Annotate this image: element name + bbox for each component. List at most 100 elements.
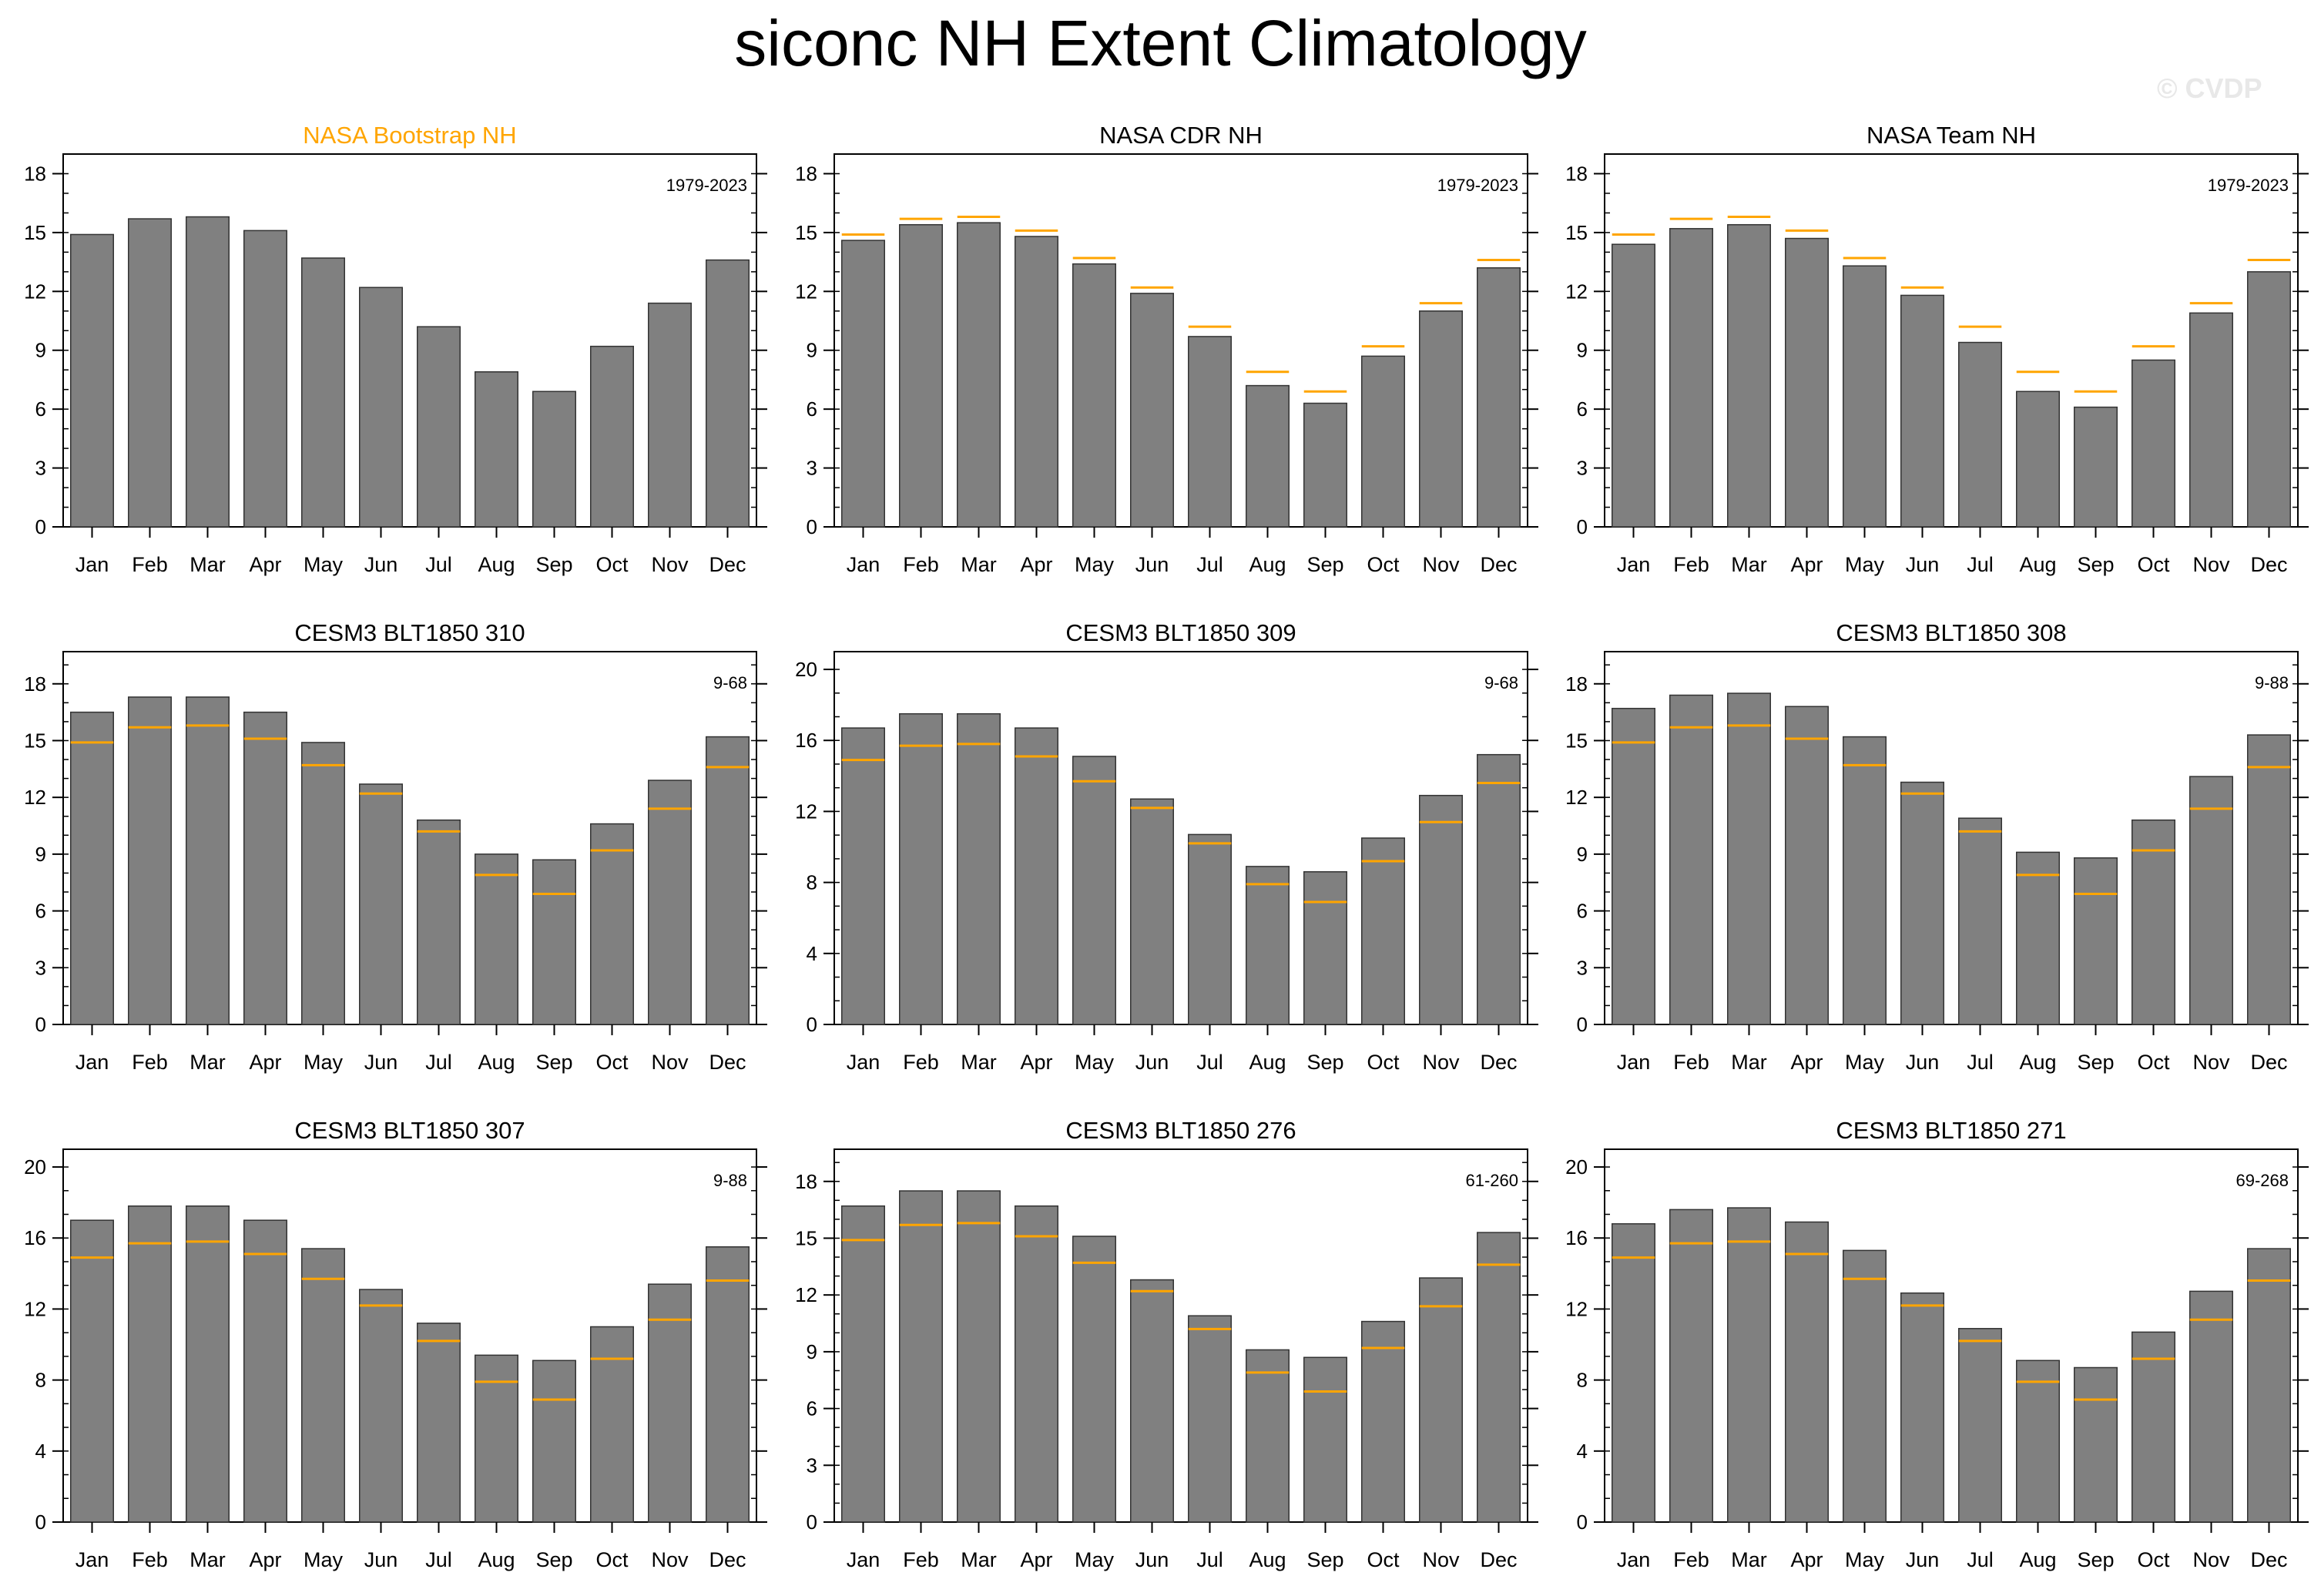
chart-panel: CESM3 BLT1850 307 9-88 0 4 8 12 16 20 Jan Feb Mar A…	[24, 1117, 767, 1571]
bar-dec	[2247, 734, 2291, 1025]
x-tick-label-sep: Sep	[535, 1051, 572, 1074]
bar-jun	[1900, 1292, 1944, 1523]
bar-feb	[899, 712, 943, 1025]
bar-jul	[417, 1323, 461, 1523]
x-tick-label-mar: Mar	[190, 553, 226, 576]
y-tick-label: 0	[1577, 1510, 1588, 1534]
period-label: 9-88	[2255, 673, 2289, 692]
y-tick-label: 12	[24, 786, 46, 809]
x-tick-label-jan: Jan	[847, 553, 880, 576]
x-tick-label-dec: Dec	[2250, 553, 2287, 576]
y-tick-label: 16	[24, 1226, 46, 1249]
plot-frame	[62, 153, 757, 528]
x-tick-label-nov: Nov	[2192, 553, 2230, 576]
y-tick-label: 12	[1565, 1297, 1588, 1320]
x-tick-label-jun: Jun	[364, 1051, 398, 1074]
bar-apr	[1785, 237, 1829, 528]
x-tick-label-jan: Jan	[847, 1548, 880, 1571]
bar-dec	[1477, 753, 1521, 1025]
x-tick-label-apr: Apr	[1020, 553, 1052, 576]
x-tick-label-dec: Dec	[709, 1548, 746, 1571]
y-tick-label: 3	[35, 457, 46, 480]
chart-title: NASA Team NH	[1867, 122, 2036, 149]
x-tick-label-jul: Jul	[1196, 553, 1223, 576]
y-tick-label: 18	[795, 162, 817, 185]
y-tick-label: 12	[1565, 280, 1588, 303]
chart-title: NASA Bootstrap NH	[303, 122, 516, 149]
bar-dec	[1477, 267, 1521, 528]
y-tick-label: 8	[1577, 1369, 1588, 1392]
bar-sep	[532, 859, 576, 1025]
bar-mar	[957, 222, 1001, 528]
bar-sep	[532, 1360, 576, 1523]
bar-apr	[243, 711, 287, 1025]
bar-sep	[2074, 857, 2118, 1025]
x-tick-label-jul: Jul	[425, 1051, 452, 1074]
chart-panel: NASA CDR NH 1979-2023 0 3 6 9 12 15 18 Jan Feb Mar A…	[795, 122, 1538, 576]
chart-title: CESM3 BLT1850 307	[294, 1117, 525, 1144]
x-tick-label-may: May	[1075, 553, 1115, 576]
y-tick-label: 20	[24, 1155, 46, 1179]
bar-feb	[899, 223, 943, 528]
bar-oct	[590, 823, 634, 1025]
x-tick-label-jul: Jul	[1196, 1548, 1223, 1571]
x-tick-label-jul: Jul	[425, 1548, 452, 1571]
bar-dec	[2247, 271, 2291, 528]
y-tick-label: 4	[35, 1440, 46, 1463]
bar-oct	[590, 1326, 634, 1523]
y-tick-label: 6	[807, 1397, 817, 1420]
x-tick-label-apr: Apr	[1790, 1548, 1823, 1571]
bar-mar	[186, 216, 230, 528]
bar-may	[1843, 736, 1887, 1025]
bar-jan	[1612, 1223, 1655, 1523]
bar-jul	[1188, 336, 1232, 528]
y-tick-label: 12	[795, 800, 817, 823]
x-tick-label-sep: Sep	[2077, 553, 2114, 576]
x-tick-label-feb: Feb	[1673, 553, 1709, 576]
bar-feb	[1669, 228, 1713, 528]
bar-jun	[1130, 798, 1174, 1025]
chart-title: NASA CDR NH	[1099, 122, 1263, 149]
x-tick-label-dec: Dec	[1480, 553, 1517, 576]
x-tick-label-oct: Oct	[1367, 1051, 1400, 1074]
x-tick-label-feb: Feb	[903, 1548, 939, 1571]
bar-oct	[590, 345, 634, 528]
bar-oct	[2131, 1331, 2175, 1523]
bar-jan	[841, 1205, 885, 1523]
bar-feb	[1669, 694, 1713, 1025]
bar-jun	[1900, 781, 1944, 1025]
period-label: 1979-2023	[2208, 176, 2289, 195]
y-tick-label: 9	[35, 843, 46, 866]
x-tick-label-apr: Apr	[249, 1051, 281, 1074]
x-tick-label-apr: Apr	[1790, 1051, 1823, 1074]
bar-aug	[475, 853, 518, 1025]
x-tick-label-mar: Mar	[961, 1548, 997, 1571]
x-tick-label-oct: Oct	[1367, 1548, 1400, 1571]
y-tick-label: 18	[795, 1170, 817, 1193]
chart-panel: CESM3 BLT1850 308 9-88 0 3 6 9 12 15 18 Jan Feb Mar…	[1565, 619, 2309, 1074]
y-tick-label: 9	[807, 339, 817, 362]
y-tick-label: 16	[1565, 1226, 1588, 1249]
y-tick-label: 18	[24, 162, 46, 185]
bar-aug	[2016, 851, 2060, 1025]
x-tick-label-feb: Feb	[1673, 1051, 1709, 1074]
y-tick-label: 12	[24, 280, 46, 303]
x-tick-label-sep: Sep	[1306, 553, 1343, 576]
bar-jul	[1958, 1328, 2002, 1523]
bar-nov	[648, 1283, 692, 1523]
bar-jan	[1612, 243, 1655, 528]
x-tick-label-nov: Nov	[651, 1051, 689, 1074]
bar-jan	[841, 240, 885, 528]
x-tick-label-sep: Sep	[535, 1548, 572, 1571]
x-tick-label-oct: Oct	[595, 1051, 629, 1074]
bar-apr	[1015, 727, 1058, 1025]
bar-jul	[417, 326, 461, 528]
x-tick-label-aug: Aug	[478, 553, 515, 576]
bar-nov	[648, 780, 692, 1025]
bar-apr	[1785, 1221, 1829, 1523]
bar-nov	[648, 302, 692, 528]
bar-jan	[1612, 707, 1655, 1025]
x-tick-label-jan: Jan	[1617, 1548, 1651, 1571]
period-label: 9-68	[1484, 673, 1518, 692]
bar-feb	[128, 696, 172, 1025]
